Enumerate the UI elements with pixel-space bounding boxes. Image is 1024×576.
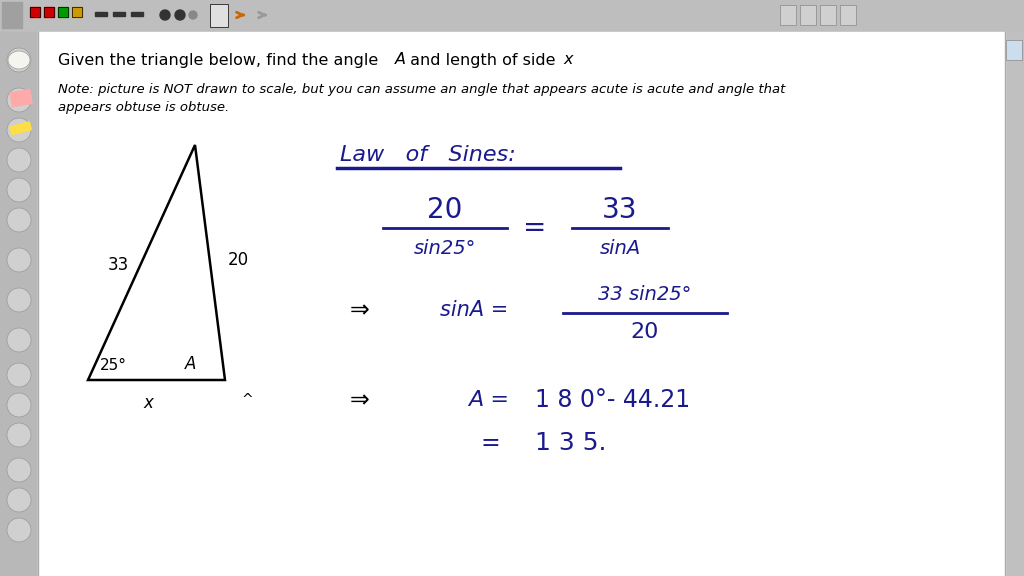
Bar xyxy=(840,5,856,25)
Circle shape xyxy=(7,363,31,387)
Circle shape xyxy=(175,10,185,20)
Bar xyxy=(30,7,40,17)
Text: ⇒: ⇒ xyxy=(350,388,370,412)
Circle shape xyxy=(7,518,31,542)
Circle shape xyxy=(7,118,31,142)
Circle shape xyxy=(160,10,170,20)
Text: 20: 20 xyxy=(427,196,463,224)
Text: x: x xyxy=(143,394,153,412)
Text: ⇒: ⇒ xyxy=(350,298,370,322)
Text: sin25°: sin25° xyxy=(414,238,476,257)
Circle shape xyxy=(7,288,31,312)
Bar xyxy=(0,32,38,576)
Text: A: A xyxy=(185,355,197,373)
Circle shape xyxy=(7,458,31,482)
Bar xyxy=(113,12,125,16)
Bar xyxy=(44,7,54,17)
Bar xyxy=(1006,40,1022,60)
Text: sinA: sinA xyxy=(599,238,641,257)
Text: and length of side: and length of side xyxy=(406,52,560,67)
Text: =: = xyxy=(523,214,547,242)
Circle shape xyxy=(189,11,197,19)
Bar xyxy=(210,4,228,27)
Circle shape xyxy=(7,488,31,512)
Circle shape xyxy=(7,88,31,112)
Circle shape xyxy=(7,148,31,172)
Circle shape xyxy=(7,248,31,272)
Text: ^: ^ xyxy=(242,393,253,407)
Bar xyxy=(800,5,816,25)
Text: 1 3 5.: 1 3 5. xyxy=(535,431,606,455)
Text: 33: 33 xyxy=(108,256,129,274)
Bar xyxy=(58,7,68,17)
Text: x: x xyxy=(563,52,572,67)
Text: 20: 20 xyxy=(631,322,659,342)
Text: A: A xyxy=(395,52,406,67)
Circle shape xyxy=(7,328,31,352)
Circle shape xyxy=(7,393,31,417)
Text: Law   of   Sines:: Law of Sines: xyxy=(340,145,516,165)
Circle shape xyxy=(7,208,31,232)
Bar xyxy=(72,7,82,17)
Text: 33 sin25°: 33 sin25° xyxy=(598,286,691,305)
Bar xyxy=(820,5,836,25)
Bar xyxy=(0,0,1024,32)
Text: 1 8 0°- 44.21: 1 8 0°- 44.21 xyxy=(535,388,690,412)
Bar xyxy=(131,12,143,16)
Text: 20: 20 xyxy=(228,251,249,269)
Text: Note: picture is NOT drawn to scale, but you can assume an angle that appears ac: Note: picture is NOT drawn to scale, but… xyxy=(58,84,785,97)
Text: Given the triangle below, find the angle: Given the triangle below, find the angle xyxy=(58,52,383,67)
Ellipse shape xyxy=(8,51,30,69)
Bar xyxy=(10,122,32,135)
Bar xyxy=(30,7,40,17)
Bar xyxy=(780,5,796,25)
Bar xyxy=(95,12,106,16)
Circle shape xyxy=(7,48,31,72)
Text: 25°: 25° xyxy=(100,358,127,373)
Bar xyxy=(1005,32,1024,576)
Text: appears obtuse is obtuse.: appears obtuse is obtuse. xyxy=(58,101,229,115)
Bar xyxy=(58,7,68,17)
Circle shape xyxy=(7,178,31,202)
Bar xyxy=(10,89,32,107)
Text: A =: A = xyxy=(468,390,509,410)
Text: =: = xyxy=(480,431,500,455)
Circle shape xyxy=(7,423,31,447)
Text: sinA =: sinA = xyxy=(440,300,508,320)
Bar xyxy=(44,7,54,17)
Text: 33: 33 xyxy=(602,196,638,224)
Bar xyxy=(72,7,82,17)
Bar xyxy=(2,2,22,28)
